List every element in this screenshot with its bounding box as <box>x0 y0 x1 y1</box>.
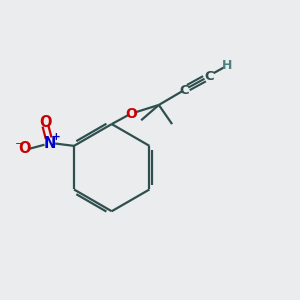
Text: +: + <box>52 132 61 142</box>
Text: O: O <box>19 141 31 156</box>
Text: −: − <box>15 139 24 148</box>
Text: O: O <box>39 115 52 130</box>
Text: C: C <box>179 84 189 97</box>
Text: O: O <box>125 107 137 121</box>
Text: H: H <box>222 59 232 72</box>
Text: N: N <box>44 136 56 151</box>
Text: C: C <box>204 70 214 83</box>
